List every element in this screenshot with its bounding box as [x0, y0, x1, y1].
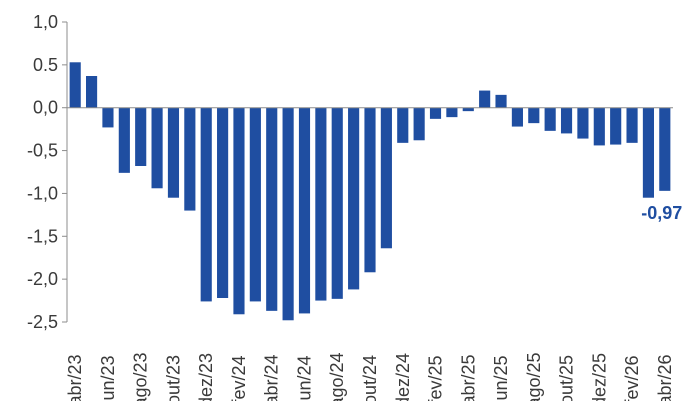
- y-axis: 1,0 0.5 0,0 -0,5 -1,0 -1,5 -2,0 -2,5: [27, 12, 68, 332]
- x-tick-label: fev/26: [622, 355, 642, 401]
- bar-abr-25: [462, 107, 474, 112]
- bar-jul-24: [315, 107, 327, 301]
- bar-jan-24: [217, 107, 229, 299]
- bar-jun-25: [495, 94, 507, 108]
- annotations: -0,97: [641, 203, 682, 223]
- y-tick-label: -2,0: [27, 269, 58, 289]
- bar-ago-23: [135, 107, 147, 166]
- bar-set-25: [544, 107, 556, 131]
- bar-mar-26: [642, 107, 654, 198]
- x-axis: abr/23 jun/23 ago/23 out/23 dez/23 fev/24 abr/…: [65, 107, 675, 401]
- bar-dez-25: [593, 107, 605, 146]
- bar-jun-23: [102, 107, 114, 128]
- y-tick-label: -2,5: [27, 312, 58, 332]
- bar-nov-24: [380, 107, 392, 249]
- x-tick-label: abr/26: [655, 354, 675, 401]
- x-tick-label: jun/24: [294, 355, 314, 401]
- bar-out-24: [364, 107, 376, 273]
- bar-out-23: [167, 107, 180, 198]
- x-tick-label: dez/23: [196, 353, 216, 401]
- bar-ago-24: [331, 107, 343, 299]
- x-tick-label: abr/24: [262, 354, 282, 401]
- bar-mar-25: [446, 107, 458, 118]
- bar-abr-26: [659, 107, 671, 191]
- bars: [69, 62, 671, 321]
- bar-jul-23: [118, 107, 130, 173]
- y-tick-label: -1,5: [27, 226, 58, 246]
- x-tick-label: ago/23: [131, 352, 151, 401]
- bar-fev-26: [626, 107, 638, 143]
- bar-abr-24: [266, 107, 278, 311]
- bar-mai-25: [479, 90, 491, 108]
- bar-fev-24: [233, 107, 245, 315]
- data-label: -0,97: [641, 203, 682, 223]
- bar-out-25: [560, 107, 573, 134]
- bar-fev-25: [429, 107, 442, 119]
- bar-jan-26: [610, 107, 622, 145]
- bar-jun-24: [298, 107, 311, 314]
- bar-ago-25: [528, 107, 540, 124]
- bar-set-23: [151, 107, 163, 189]
- x-tick-label: ago/24: [327, 352, 347, 401]
- x-tick-label: abr/23: [65, 354, 85, 401]
- x-tick-label: out/24: [360, 355, 380, 401]
- bar-dez-23: [200, 107, 212, 302]
- y-tick-label: 0,0: [33, 98, 58, 118]
- x-tick-label: out/23: [163, 355, 183, 401]
- x-tick-label: fev/24: [229, 355, 249, 401]
- x-tick-label: ago/25: [524, 352, 544, 401]
- y-tick-label: 1,0: [33, 12, 58, 32]
- bar-mai-23: [86, 76, 98, 108]
- x-tick-label: fev/25: [426, 355, 446, 401]
- x-tick-label: dez/25: [589, 353, 609, 401]
- y-tick-label: 0.5: [33, 55, 58, 75]
- x-tick-label: jun/25: [491, 355, 511, 401]
- bar-jan-25: [413, 107, 425, 141]
- bar-nov-25: [577, 107, 589, 139]
- bar-abr-23: [69, 62, 81, 108]
- bar-set-24: [348, 107, 360, 290]
- bar-jul-25: [511, 107, 523, 127]
- x-tick-label: dez/24: [393, 353, 413, 401]
- x-tick-label: out/25: [557, 355, 577, 401]
- x-tick-label: abr/25: [458, 354, 478, 401]
- x-tick-label: jun/23: [98, 355, 118, 401]
- bar-nov-23: [184, 107, 196, 211]
- bar-mar-24: [249, 107, 261, 302]
- y-tick-label: -1,0: [27, 183, 58, 203]
- bar-dez-24: [397, 107, 409, 143]
- y-tick-label: -0,5: [27, 141, 58, 161]
- bar-mai-24: [282, 107, 294, 321]
